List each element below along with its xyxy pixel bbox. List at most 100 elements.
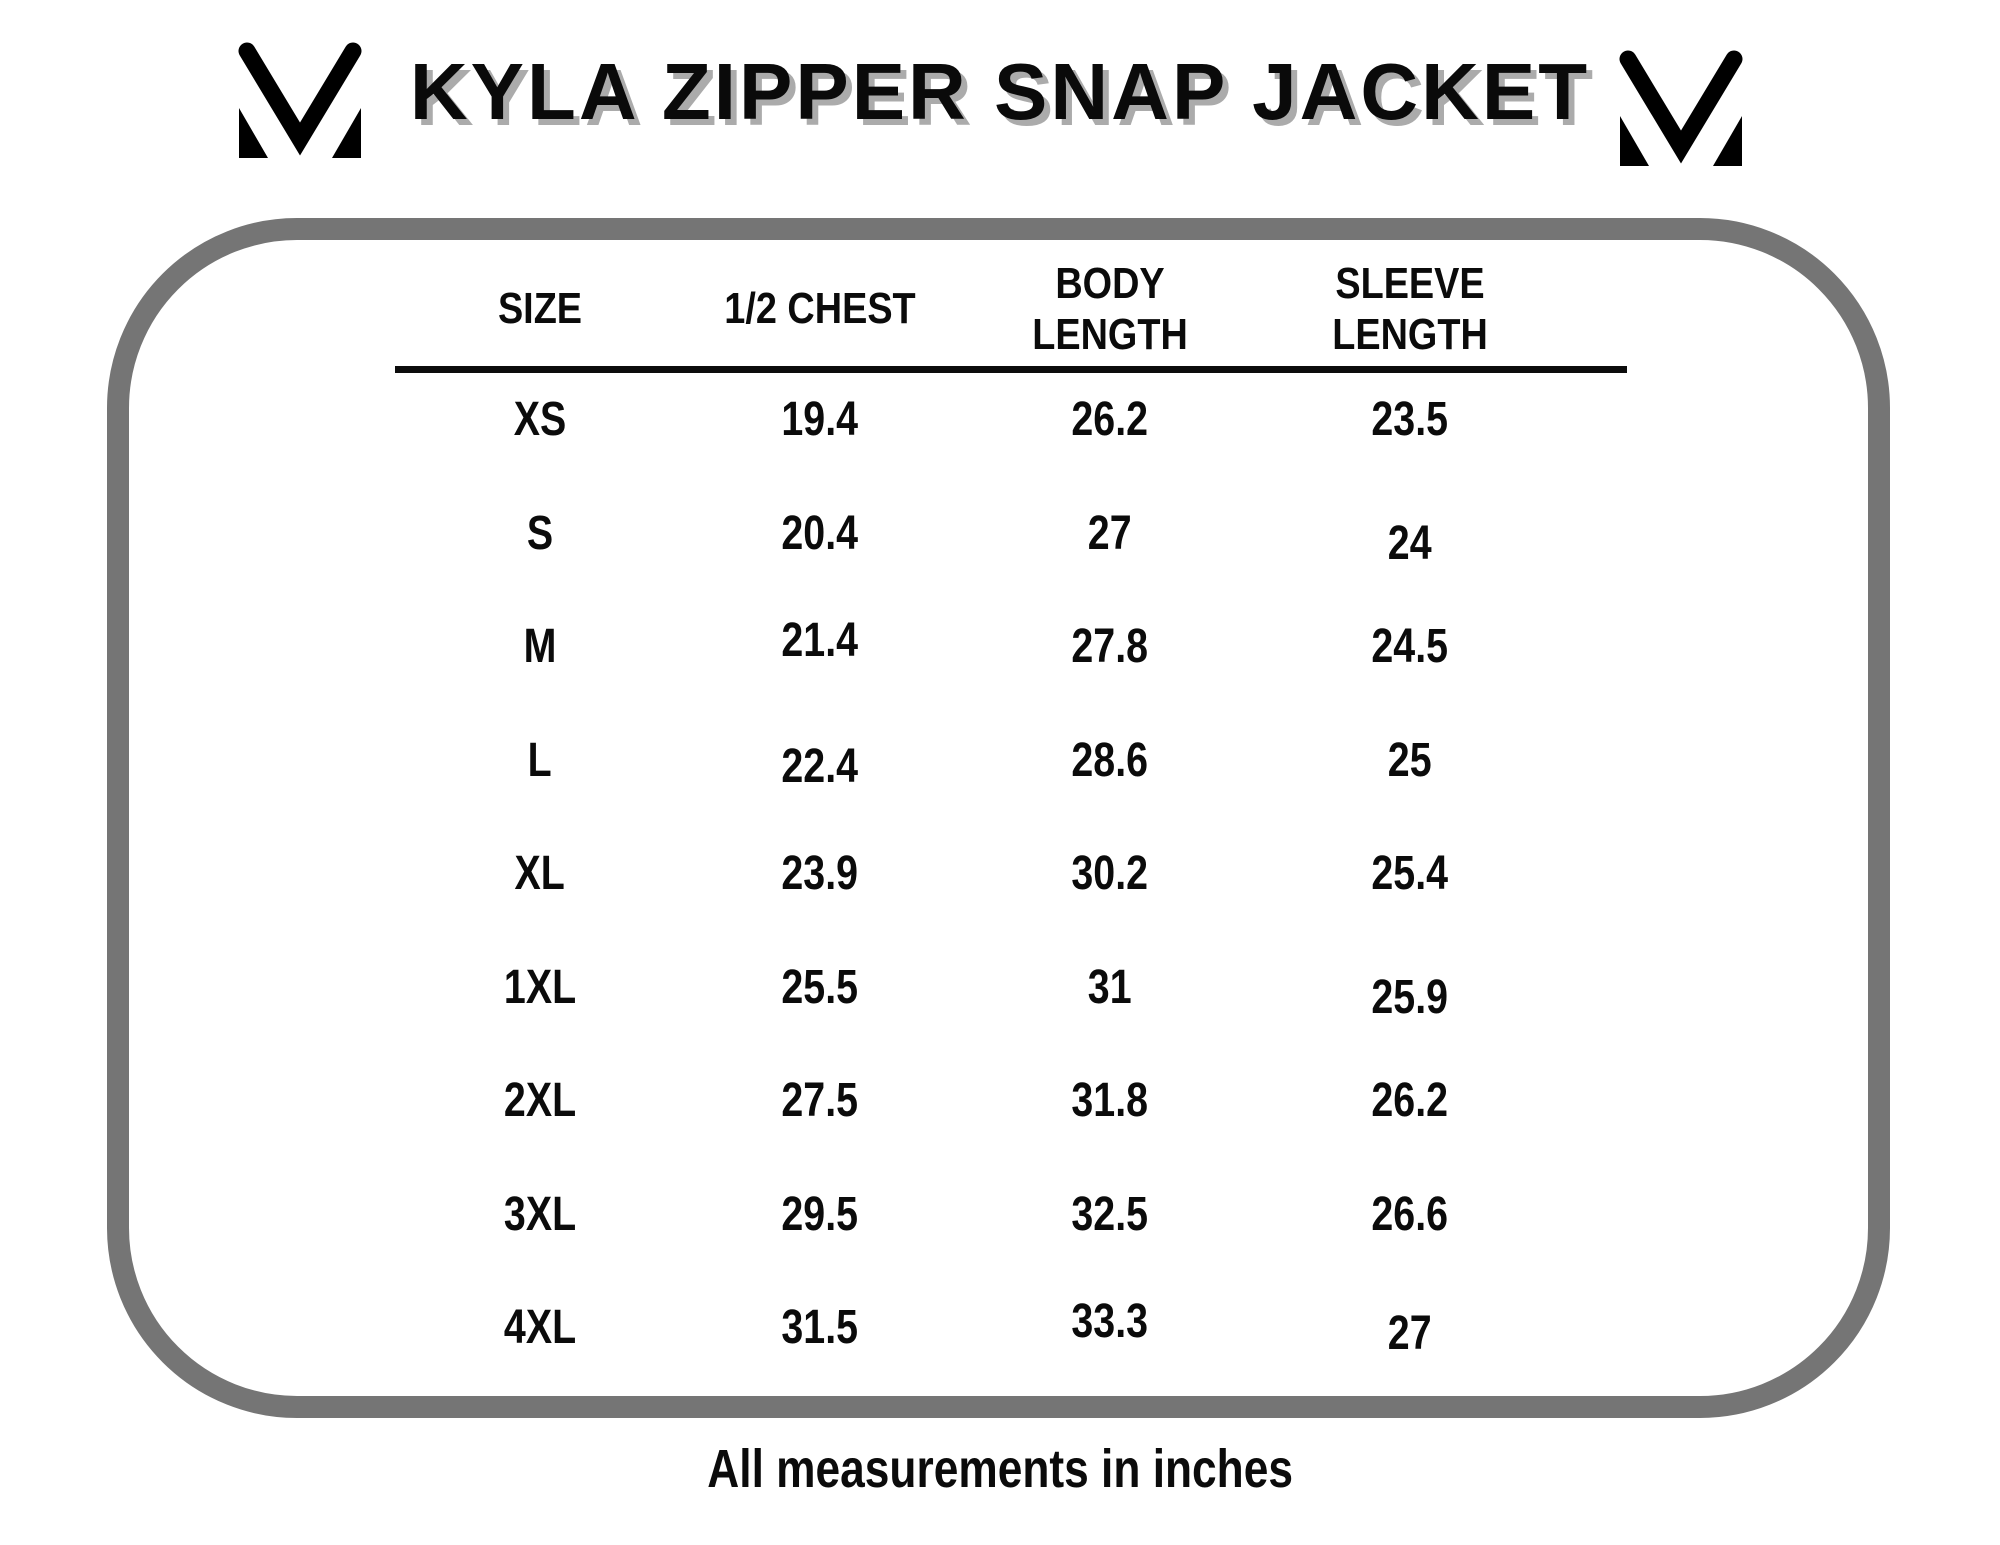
sleeve-length-cell: 24.5 bbox=[1260, 619, 1560, 674]
body-length-value: 26.2 bbox=[1071, 393, 1149, 447]
size-cell: 1XL bbox=[400, 960, 680, 1015]
sleeve-length-cell: 27 bbox=[1260, 1306, 1560, 1361]
sleeve-length-value: 25.4 bbox=[1371, 847, 1449, 901]
body-length-cell: 32.5 bbox=[960, 1187, 1260, 1242]
half-chest-cell: 23.9 bbox=[680, 846, 960, 901]
column-header-sleeve-length: SLEEVE LENGTH bbox=[1260, 258, 1560, 360]
half-chest-cell: 25.5 bbox=[680, 960, 960, 1015]
body-length-cell: 31 bbox=[960, 960, 1260, 1015]
half-chest-value: 19.4 bbox=[781, 393, 859, 447]
sleeve-length-cell: 25.9 bbox=[1260, 970, 1560, 1025]
half-chest-cell: 21.4 bbox=[680, 613, 960, 668]
half-chest-cell: 31.5 bbox=[680, 1300, 960, 1355]
size-cell: 3XL bbox=[400, 1187, 680, 1242]
size-value: 4XL bbox=[503, 1301, 577, 1355]
body-length-value: 31.8 bbox=[1071, 1074, 1149, 1128]
header-divider bbox=[395, 366, 1627, 373]
size-value: S bbox=[526, 506, 554, 560]
sleeve-length-cell: 26.2 bbox=[1260, 1073, 1560, 1128]
body-length-value: 30.2 bbox=[1071, 847, 1149, 901]
half-chest-value: 21.4 bbox=[781, 614, 859, 668]
half-chest-value: 22.4 bbox=[781, 739, 859, 793]
body-length-cell: 30.2 bbox=[960, 846, 1260, 901]
sleeve-length-value: 23.5 bbox=[1371, 393, 1449, 447]
measurements-note-text: All measurements in inches bbox=[707, 1439, 1293, 1499]
table-row-xl: XL 23.9 30.2 25.4 bbox=[400, 817, 1560, 931]
body-length-value: 27.8 bbox=[1071, 620, 1149, 674]
column-header-line: SLEEVE bbox=[1335, 258, 1485, 308]
column-header-line: BODY bbox=[1055, 258, 1165, 308]
size-value: 2XL bbox=[503, 1074, 577, 1128]
size-cell: M bbox=[400, 619, 680, 674]
half-chest-cell: 29.5 bbox=[680, 1187, 960, 1242]
half-chest-cell: 19.4 bbox=[680, 392, 960, 447]
size-value: 3XL bbox=[503, 1187, 577, 1241]
body-length-cell: 28.6 bbox=[960, 733, 1260, 788]
column-header-size: SIZE bbox=[400, 283, 680, 334]
body-length-cell: 31.8 bbox=[960, 1073, 1260, 1128]
table-row-3xl: 3XL 29.5 32.5 26.6 bbox=[400, 1158, 1560, 1272]
sleeve-length-value: 26.6 bbox=[1371, 1187, 1449, 1241]
size-value: 1XL bbox=[503, 960, 577, 1014]
sleeve-length-value: 24 bbox=[1388, 516, 1432, 570]
body-length-value: 28.6 bbox=[1071, 733, 1149, 787]
half-chest-cell: 27.5 bbox=[680, 1073, 960, 1128]
sleeve-length-cell: 23.5 bbox=[1260, 392, 1560, 447]
body-length-value: 31 bbox=[1088, 960, 1132, 1014]
sleeve-length-cell: 25.4 bbox=[1260, 846, 1560, 901]
size-value: XL bbox=[514, 847, 566, 901]
brand-monogram-icon bbox=[1618, 50, 1744, 166]
table-row-1xl: 1XL 25.5 31 25.9 bbox=[400, 931, 1560, 1045]
size-value: L bbox=[527, 733, 553, 787]
column-header-line: 1/2 CHEST bbox=[724, 284, 916, 334]
half-chest-value: 29.5 bbox=[781, 1187, 859, 1241]
table-header-row: SIZE 1/2 CHEST BODY LENGTH SLEEVE LENGTH bbox=[400, 252, 1560, 366]
table-row-s: S 20.4 27 24 bbox=[400, 477, 1560, 591]
brand-monogram-icon bbox=[237, 42, 363, 158]
half-chest-value: 31.5 bbox=[781, 1301, 859, 1355]
sleeve-length-value: 25 bbox=[1388, 733, 1432, 787]
table-row-l: L 22.4 28.6 25 bbox=[400, 704, 1560, 818]
body-length-cell: 33.3 bbox=[960, 1294, 1260, 1349]
size-cell: L bbox=[400, 733, 680, 788]
sleeve-length-value: 24.5 bbox=[1371, 620, 1449, 674]
half-chest-cell: 20.4 bbox=[680, 506, 960, 561]
half-chest-cell: 22.4 bbox=[680, 739, 960, 794]
column-header-line: LENGTH bbox=[1332, 310, 1488, 359]
column-header-line: SIZE bbox=[497, 284, 583, 334]
body-length-value: 33.3 bbox=[1071, 1295, 1149, 1349]
size-cell: S bbox=[400, 506, 680, 561]
half-chest-value: 20.4 bbox=[781, 506, 859, 560]
column-header-line: LENGTH bbox=[1032, 310, 1188, 359]
size-value: XS bbox=[513, 393, 567, 447]
half-chest-value: 23.9 bbox=[781, 847, 859, 901]
sleeve-length-value: 25.9 bbox=[1371, 970, 1449, 1024]
measurements-note: All measurements in inches bbox=[0, 1438, 2000, 1500]
size-cell: XS bbox=[400, 392, 680, 447]
body-length-cell: 27 bbox=[960, 506, 1260, 561]
table-body: XS 19.4 26.2 23.5 S 20.4 27 24 M 21.4 27… bbox=[400, 363, 1560, 1385]
column-header-body-length: BODY LENGTH bbox=[960, 258, 1260, 360]
half-chest-value: 27.5 bbox=[781, 1074, 859, 1128]
body-length-cell: 27.8 bbox=[960, 619, 1260, 674]
size-cell: XL bbox=[400, 846, 680, 901]
body-length-value: 27 bbox=[1088, 506, 1132, 560]
sleeve-length-cell: 26.6 bbox=[1260, 1187, 1560, 1242]
body-length-value: 32.5 bbox=[1071, 1187, 1149, 1241]
size-value: M bbox=[523, 620, 557, 674]
column-header-half-chest: 1/2 CHEST bbox=[680, 283, 960, 334]
size-chart-frame bbox=[107, 218, 1890, 1418]
table-row-m: M 21.4 27.8 24.5 bbox=[400, 590, 1560, 704]
page-title: KYLA ZIPPER SNAP JACKET bbox=[409, 47, 1591, 136]
sleeve-length-cell: 25 bbox=[1260, 733, 1560, 788]
table-row-4xl: 4XL 31.5 33.3 27 bbox=[400, 1271, 1560, 1385]
table-row-2xl: 2XL 27.5 31.8 26.2 bbox=[400, 1044, 1560, 1158]
size-cell: 2XL bbox=[400, 1073, 680, 1128]
sleeve-length-cell: 24 bbox=[1260, 516, 1560, 571]
sleeve-length-value: 26.2 bbox=[1371, 1074, 1449, 1128]
body-length-cell: 26.2 bbox=[960, 392, 1260, 447]
size-cell: 4XL bbox=[400, 1300, 680, 1355]
half-chest-value: 25.5 bbox=[781, 960, 859, 1014]
table-row-xs: XS 19.4 26.2 23.5 bbox=[400, 363, 1560, 477]
